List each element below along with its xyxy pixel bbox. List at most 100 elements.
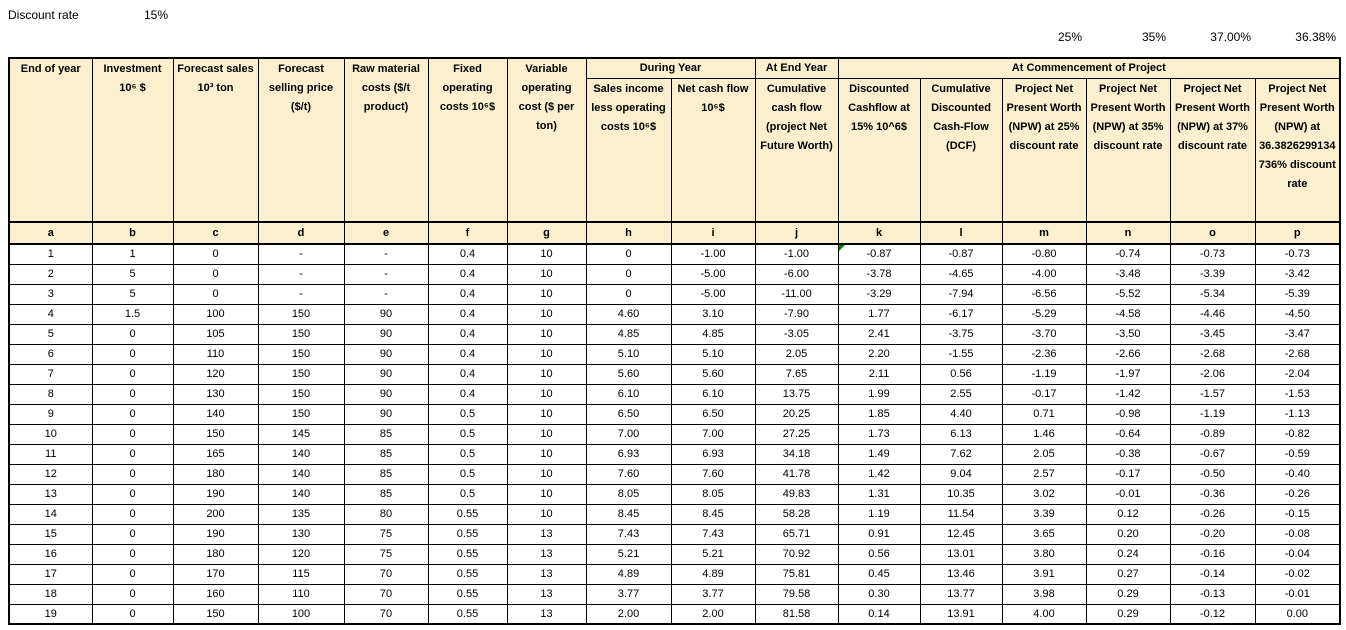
cell-b-7[interactable]: 0 [91, 363, 174, 385]
cell-i-13[interactable]: 8.05 [670, 483, 756, 505]
cell-a-11[interactable]: 11 [8, 443, 93, 465]
cell-n-17[interactable]: 0.27 [1085, 563, 1171, 585]
cell-i-2[interactable]: -5.00 [670, 263, 756, 285]
cell-b-5[interactable]: 0 [91, 323, 174, 345]
cell-h-17[interactable]: 4.89 [585, 563, 672, 585]
col-header-cumulative-dcf[interactable]: Cumulative Discounted Cash-Flow (DCF) [919, 77, 1003, 223]
cell-j-17[interactable]: 75.81 [754, 563, 839, 585]
col-letter-o[interactable]: o [1169, 221, 1256, 245]
cell-a-6[interactable]: 6 [8, 343, 93, 365]
cell-e-15[interactable]: 75 [343, 523, 429, 545]
cell-b-16[interactable]: 0 [91, 543, 174, 565]
cell-i-4[interactable]: 3.10 [670, 303, 756, 325]
cell-n-14[interactable]: 0.12 [1085, 503, 1171, 525]
cell-g-4[interactable]: 10 [506, 303, 587, 325]
cell-e-4[interactable]: 90 [343, 303, 429, 325]
cell-p-13[interactable]: -0.26 [1254, 483, 1341, 505]
cell-i-12[interactable]: 7.60 [670, 463, 756, 485]
cell-f-16[interactable]: 0.55 [427, 543, 508, 565]
top-percentage-35[interactable]: 35% [1141, 30, 1166, 44]
cell-g-10[interactable]: 10 [506, 423, 587, 445]
cell-o-3[interactable]: -5.34 [1169, 283, 1256, 305]
cell-l-18[interactable]: 13.77 [919, 583, 1003, 605]
cell-g-14[interactable]: 10 [506, 503, 587, 525]
cell-f-1[interactable]: 0.4 [427, 243, 508, 265]
cell-h-5[interactable]: 4.85 [585, 323, 672, 345]
cell-b-17[interactable]: 0 [91, 563, 174, 585]
cell-m-9[interactable]: 0.71 [1001, 403, 1087, 425]
cell-j-16[interactable]: 70.92 [754, 543, 839, 565]
cell-c-6[interactable]: 110 [172, 343, 259, 365]
cell-a-7[interactable]: 7 [8, 363, 93, 385]
cell-a-2[interactable]: 2 [8, 263, 93, 285]
col-letter-l[interactable]: l [919, 221, 1003, 245]
cell-l-13[interactable]: 10.35 [919, 483, 1003, 505]
cell-a-13[interactable]: 13 [8, 483, 93, 505]
cell-d-13[interactable]: 140 [257, 483, 345, 505]
cell-m-18[interactable]: 3.98 [1001, 583, 1087, 605]
cell-n-11[interactable]: -0.38 [1085, 443, 1171, 465]
col-letter-m[interactable]: m [1001, 221, 1087, 245]
cell-h-12[interactable]: 7.60 [585, 463, 672, 485]
col-header-npw-irr[interactable]: Project Net Present Worth (NPW) at 36.38… [1254, 77, 1341, 223]
cell-k-17[interactable]: 0.45 [837, 563, 921, 585]
cell-f-10[interactable]: 0.5 [427, 423, 508, 445]
cell-n-4[interactable]: -4.58 [1085, 303, 1171, 325]
cell-i-19[interactable]: 2.00 [670, 603, 756, 625]
cell-m-14[interactable]: 3.39 [1001, 503, 1087, 525]
cell-l-8[interactable]: 2.55 [919, 383, 1003, 405]
cell-p-10[interactable]: -0.82 [1254, 423, 1341, 445]
cell-f-5[interactable]: 0.4 [427, 323, 508, 345]
cell-b-19[interactable]: 0 [91, 603, 174, 625]
cell-j-8[interactable]: 13.75 [754, 383, 839, 405]
cell-g-1[interactable]: 10 [506, 243, 587, 265]
cell-j-2[interactable]: -6.00 [754, 263, 839, 285]
col-header-npw-37[interactable]: Project Net Present Worth (NPW) at 37% d… [1169, 77, 1256, 223]
cell-p-7[interactable]: -2.04 [1254, 363, 1341, 385]
cell-h-1[interactable]: 0 [585, 243, 672, 265]
cell-k-2[interactable]: -3.78 [837, 263, 921, 285]
cell-j-13[interactable]: 49.83 [754, 483, 839, 505]
cell-p-8[interactable]: -1.53 [1254, 383, 1341, 405]
cell-h-10[interactable]: 7.00 [585, 423, 672, 445]
group-header-at-commencement[interactable]: At Commencement of Project [837, 57, 1341, 79]
col-letter-f[interactable]: f [427, 221, 508, 245]
cell-h-13[interactable]: 8.05 [585, 483, 672, 505]
cell-a-3[interactable]: 3 [8, 283, 93, 305]
cell-a-18[interactable]: 18 [8, 583, 93, 605]
cell-a-4[interactable]: 4 [8, 303, 93, 325]
cell-l-19[interactable]: 13.91 [919, 603, 1003, 625]
cell-l-1[interactable]: -0.87 [919, 243, 1003, 265]
cell-c-15[interactable]: 190 [172, 523, 259, 545]
cell-a-10[interactable]: 10 [8, 423, 93, 445]
cell-c-13[interactable]: 190 [172, 483, 259, 505]
col-header-npw-35[interactable]: Project Net Present Worth (NPW) at 35% d… [1085, 77, 1171, 223]
cell-m-4[interactable]: -5.29 [1001, 303, 1087, 325]
col-header-forecast-sales[interactable]: Forecast sales 10³ ton [172, 57, 259, 223]
cell-h-9[interactable]: 6.50 [585, 403, 672, 425]
cell-b-12[interactable]: 0 [91, 463, 174, 485]
cell-e-9[interactable]: 90 [343, 403, 429, 425]
cell-o-16[interactable]: -0.16 [1169, 543, 1256, 565]
cell-n-19[interactable]: 0.29 [1085, 603, 1171, 625]
cell-c-12[interactable]: 180 [172, 463, 259, 485]
top-percentage-25[interactable]: 25% [1057, 30, 1082, 44]
cell-d-10[interactable]: 145 [257, 423, 345, 445]
col-header-discounted-cashflow[interactable]: Discounted Cashflow at 15% 10^6$ [837, 77, 921, 223]
cell-e-8[interactable]: 90 [343, 383, 429, 405]
cell-i-14[interactable]: 8.45 [670, 503, 756, 525]
cell-h-8[interactable]: 6.10 [585, 383, 672, 405]
cell-b-10[interactable]: 0 [91, 423, 174, 445]
cell-o-2[interactable]: -3.39 [1169, 263, 1256, 285]
group-header-at-end-year[interactable]: At End Year [754, 57, 839, 79]
col-header-cumulative-cash-flow[interactable]: Cumulative cash flow (project Net Future… [754, 77, 839, 223]
cell-d-4[interactable]: 150 [257, 303, 345, 325]
cell-j-7[interactable]: 7.65 [754, 363, 839, 385]
col-letter-p[interactable]: p [1254, 221, 1341, 245]
cell-e-18[interactable]: 70 [343, 583, 429, 605]
cell-c-16[interactable]: 180 [172, 543, 259, 565]
cell-h-16[interactable]: 5.21 [585, 543, 672, 565]
cell-m-17[interactable]: 3.91 [1001, 563, 1087, 585]
cell-g-8[interactable]: 10 [506, 383, 587, 405]
cell-k-1[interactable]: -0.87 [837, 243, 921, 265]
